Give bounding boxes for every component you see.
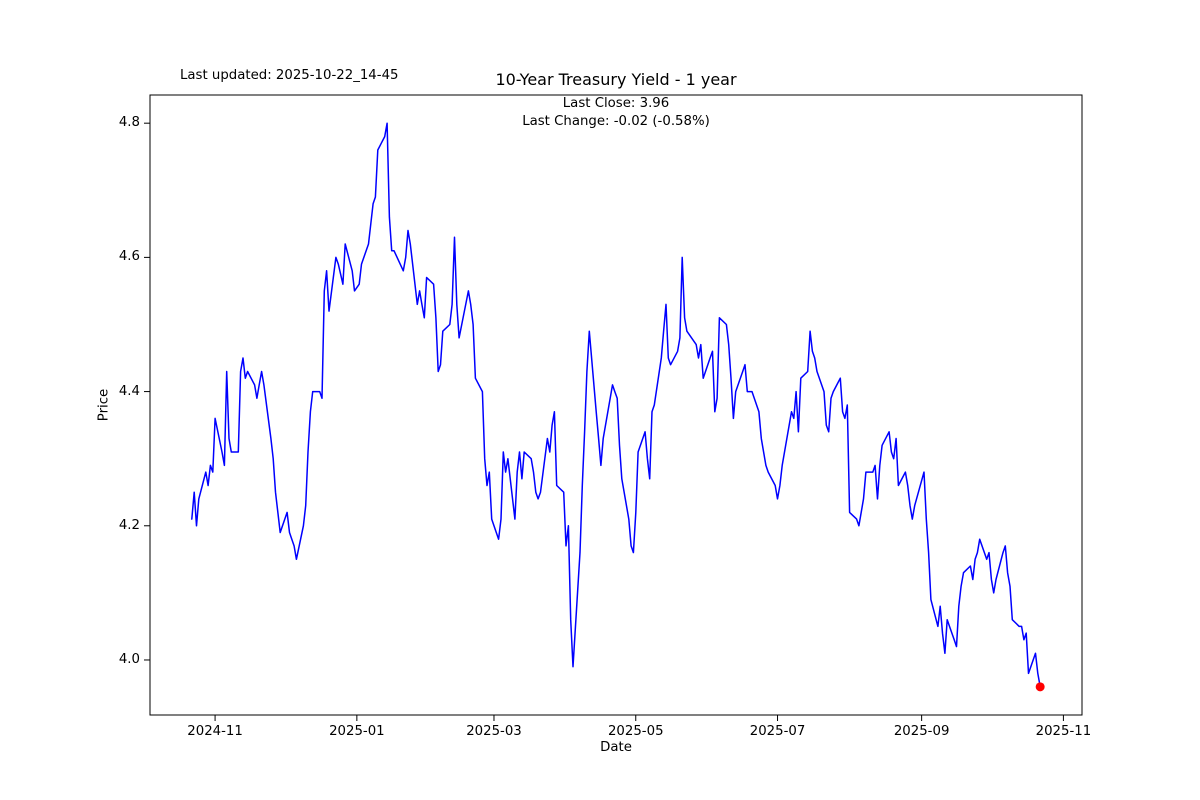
last-updated-text: Last updated: 2025-10-22_14-45 [180,68,399,83]
last-close-annotation: Last Close: 3.96 [562,96,670,111]
y-tick-label: 4.2 [118,517,140,533]
y-tick-label: 4.6 [118,249,140,265]
x-tick-label: 2025-01 [329,724,385,739]
plot-border [149,94,1083,716]
last-price-marker [1035,682,1045,692]
chart-title: 10-Year Treasury Yield - 1 year [495,70,737,89]
x-tick-label: 2025-09 [893,724,950,739]
x-tick-label: 2025-05 [607,724,664,739]
y-tick-label: 4.0 [118,651,140,667]
last-change-annotation: Last Change: -0.02 (-0.58%) [522,114,710,129]
y-tick-label: 4.4 [118,383,140,399]
x-tick-label: 2024-11 [187,724,243,739]
y-tick-label: 4.8 [118,115,140,131]
x-tick-label: 2025-11 [1035,724,1092,739]
price-line [191,122,1041,688]
x-tick-label: 2025-03 [466,724,522,739]
x-axis-label: Date [600,740,632,755]
x-tick-label: 2025-07 [749,724,806,739]
